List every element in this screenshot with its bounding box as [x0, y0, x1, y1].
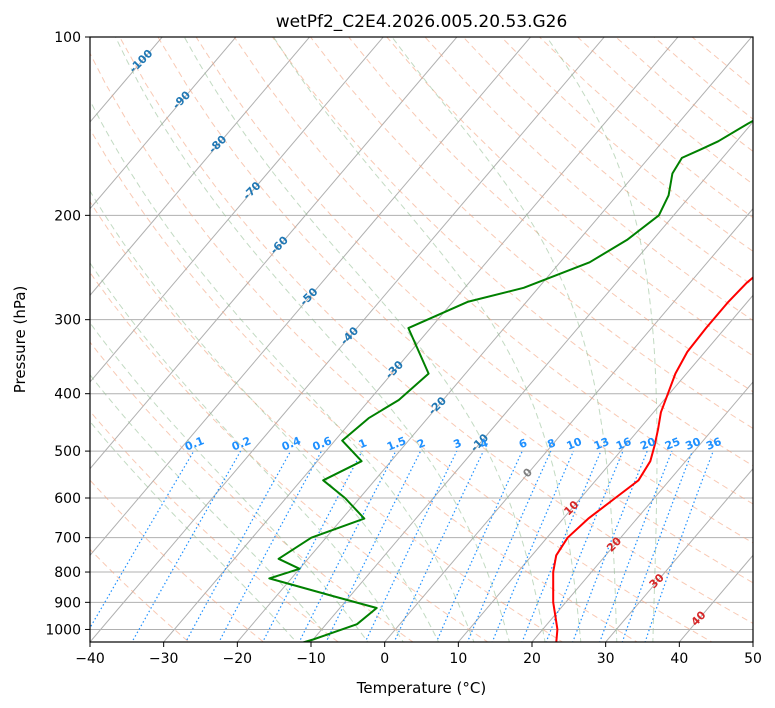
y-tick-label: 200 [54, 208, 81, 224]
isotherm-line [90, 37, 311, 297]
moist-adiabat [546, 37, 658, 642]
isotherm-line [457, 294, 753, 642]
mixing-ratio-line [185, 450, 292, 642]
y-tick-label: 300 [54, 313, 81, 329]
x-tick-label: 0 [380, 651, 389, 667]
dewpoint-line [268, 119, 753, 642]
mixing-ratio-line [218, 450, 323, 642]
mixing-ratio-line [90, 450, 195, 630]
mixing-ratio-label: 13 [592, 435, 611, 453]
plot-background [90, 37, 753, 642]
isotherm-line [90, 37, 384, 383]
dry-adiabat [90, 271, 489, 642]
dry-adiabat [90, 52, 713, 642]
background-lines [90, 37, 753, 642]
y-tick-label: 800 [54, 565, 81, 581]
x-tick-label: −10 [296, 651, 326, 667]
mixing-ratio-labels: 0.1 0.2 0.4 0.6 1 1.5 2 3 4 6 8 10 13 16 20 25 30 36 [183, 434, 724, 453]
y-tick-label: 400 [54, 387, 81, 403]
isotherm-line [310, 121, 753, 642]
dry-adiabat [90, 128, 639, 642]
mixing-ratio-label: 25 [663, 435, 682, 453]
y-tick-label: 500 [54, 444, 81, 460]
moist-adiabat [115, 37, 510, 642]
x-tick-label: 30 [597, 651, 615, 667]
y-tick-label: 1000 [45, 622, 81, 638]
dry-adiabat [90, 200, 564, 642]
y-tick-label: 900 [54, 595, 81, 611]
x-tick-label: 40 [670, 651, 688, 667]
mixing-ratio-label: 20 [638, 435, 657, 453]
moist-adiabat [90, 322, 369, 642]
y-tick-label: 100 [54, 30, 81, 46]
isotherm-line [90, 37, 237, 210]
mixing-ratio-label: 30 [684, 435, 703, 453]
x-tick-label: 20 [523, 651, 541, 667]
mixing-ratio-label: 10 [565, 435, 584, 453]
mixing-ratio-label: 1 [357, 436, 369, 451]
mixing-ratio-label: 3 [452, 436, 464, 451]
moist-adiabat [90, 420, 297, 642]
mixing-ratio-line [644, 450, 714, 642]
isotherm-line [90, 37, 605, 642]
x-tick-label: −30 [149, 651, 179, 667]
y-tick-label: 700 [54, 531, 81, 547]
isotherm-line [90, 37, 458, 470]
mixing-ratio-label: 36 [704, 435, 723, 453]
mixing-ratio-line [262, 450, 363, 642]
x-tick-label: −40 [75, 651, 105, 667]
profile-lines [268, 119, 753, 642]
mixing-ratio-line [466, 450, 552, 642]
x-tick-label: −20 [223, 651, 253, 667]
mixing-ratio-line [435, 450, 523, 642]
mixing-ratio-label: 2 [415, 436, 427, 451]
dry-adiabat [90, 410, 340, 642]
mixing-ratio-line [364, 450, 458, 642]
dry-adiabat [233, 37, 753, 505]
dry-adiabat [195, 37, 753, 544]
moist-adiabat [90, 99, 475, 642]
moist-adiabat [273, 37, 582, 642]
y-axis-title: Pressure (hPa) [11, 286, 29, 394]
x-tick-label: 10 [449, 651, 467, 667]
temperature-line [552, 276, 753, 642]
dry-adiabat [90, 479, 265, 642]
mixing-ratio-line [491, 450, 575, 642]
isotherm-line [384, 207, 753, 642]
dry-adiabat [386, 37, 753, 357]
dry-adiabat [348, 37, 753, 393]
x-axis: −40 −30 −20 −10 0 10 20 30 40 50 [75, 642, 762, 667]
isotherm-line [605, 467, 753, 642]
mixing-ratio-line [131, 450, 242, 642]
chart-title: wetPf2_C2E4.2026.005.20.53.G26 [276, 12, 568, 32]
dry-adiabat [310, 37, 753, 429]
isotherm-line [90, 37, 532, 557]
y-axis: 100 200 300 400 500 600 700 800 900 1000 [45, 30, 90, 638]
x-axis-title: Temperature (°C) [356, 679, 486, 697]
moist-adiabat [391, 37, 618, 642]
mixing-ratio-line [521, 450, 602, 642]
isotherm-line [163, 37, 679, 642]
dry-adiabat [119, 37, 753, 624]
mixing-ratio-label: 16 [614, 435, 633, 453]
isotherm-line [531, 381, 753, 642]
y-tick-label: 600 [54, 491, 81, 507]
moist-adiabat [90, 262, 404, 642]
plot-frame [89, 36, 754, 643]
moist-adiabat [183, 37, 546, 642]
isotherm-line [236, 37, 753, 642]
mixing-ratio-label: 8 [546, 436, 558, 451]
dry-adiabat [90, 548, 190, 642]
x-tick-label: 50 [744, 651, 762, 667]
moist-adiabat [90, 374, 333, 642]
